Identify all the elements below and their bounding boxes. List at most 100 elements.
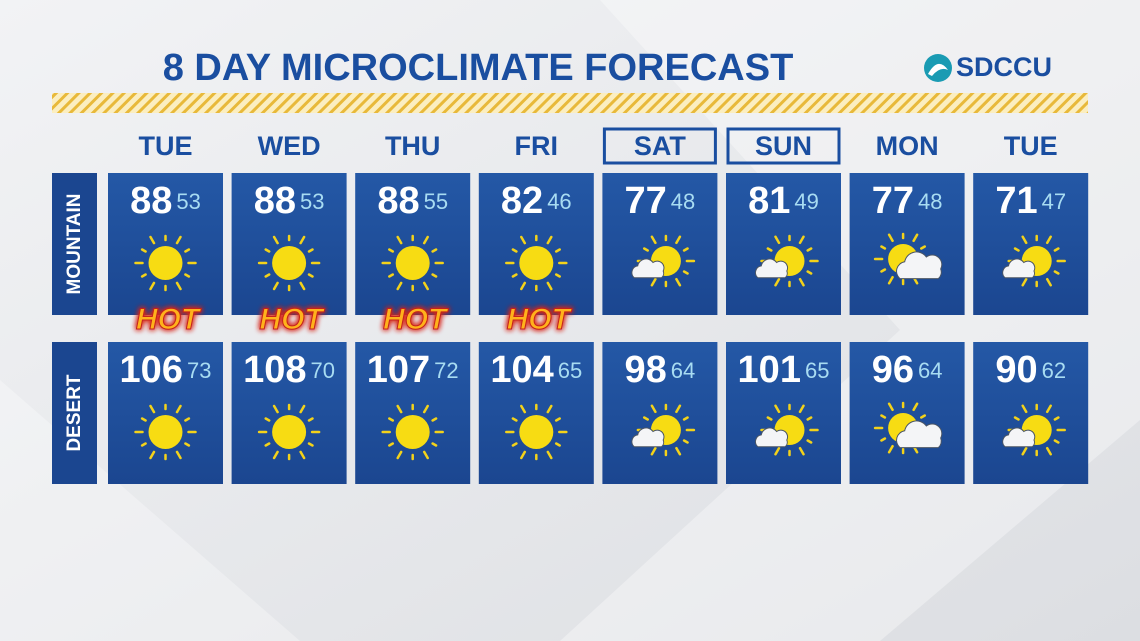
cloud (1002, 427, 1036, 448)
title: 8 DAY MICROCLIMATE FORECAST (163, 47, 794, 89)
temps: 96 64 (872, 349, 943, 391)
sun-ray (388, 248, 395, 253)
sun-ray (140, 442, 147, 447)
sun-ray (774, 277, 781, 287)
forecast-cell (849, 342, 965, 484)
sun-ray (798, 446, 805, 456)
sun-ray (798, 235, 805, 245)
row-label-box (52, 342, 97, 484)
temps: 82 46 (501, 180, 572, 222)
sun-ray (431, 273, 438, 278)
sun-ray (650, 404, 657, 414)
sun-ray (307, 417, 314, 422)
low-temp: 62 (1042, 358, 1066, 383)
day-label: SAT (634, 131, 687, 161)
forecast-cell (726, 342, 841, 484)
sun-ray (798, 404, 805, 414)
sun-icon (134, 234, 197, 292)
sun-ray (520, 404, 527, 414)
temps: 101 65 (738, 349, 830, 391)
sun-ray (272, 450, 279, 460)
sun-ray (887, 444, 894, 454)
forecast-cell (602, 173, 718, 315)
high-temp: 77 (872, 180, 914, 222)
sun-ray (264, 417, 271, 422)
cloud (631, 258, 665, 279)
sun-icon (381, 234, 444, 292)
sun-ray (272, 404, 279, 414)
cloud-icon (755, 427, 789, 448)
sun-disc (395, 246, 430, 280)
sun-ray (546, 404, 553, 414)
day-label: TUE (139, 131, 193, 161)
sun-ray (1013, 416, 1020, 421)
sun-ray (880, 414, 887, 419)
forecast-cell (355, 173, 471, 315)
sun-ray (675, 446, 682, 456)
sun-ray (546, 281, 553, 291)
sun-ray (396, 404, 403, 414)
sun-ray (650, 446, 657, 456)
high-temp: 88 (377, 180, 419, 222)
temps: 88 53 (254, 180, 325, 222)
low-temp: 70 (311, 358, 335, 383)
sun-ray (175, 450, 182, 460)
sun-ray (299, 450, 306, 460)
sun-ray (1021, 446, 1028, 456)
hot-label: HOT (136, 303, 202, 336)
sun-ray (1053, 439, 1060, 444)
sun-ray (1021, 235, 1028, 245)
low-temp: 64 (671, 358, 695, 383)
sun-ray (880, 437, 887, 442)
sun-ray (396, 281, 403, 291)
hot-label: HOT (383, 303, 449, 336)
sun-ray (431, 442, 438, 447)
day-label: THU (385, 131, 441, 161)
day-outline (602, 127, 717, 165)
sun-ray (1045, 404, 1052, 414)
cloud-icon (896, 420, 943, 449)
sun-disc (272, 246, 307, 280)
sun-ray (520, 235, 527, 245)
sun-ray (650, 277, 657, 287)
sun-ray (422, 281, 429, 291)
temps: 106 73 (120, 349, 212, 391)
sun-ray (184, 273, 191, 278)
sun-disc (395, 415, 430, 449)
temps: 98 64 (625, 349, 696, 391)
sun-ray (642, 416, 649, 421)
sun-icon (257, 403, 321, 461)
sun-icon (1007, 403, 1066, 457)
temps: 77 48 (625, 180, 696, 222)
sun-ray (422, 235, 429, 245)
sun-ray (388, 417, 395, 422)
sun-ray (149, 281, 156, 291)
low-temp: 64 (918, 358, 942, 383)
cloud (1002, 258, 1036, 279)
temps: 81 49 (748, 180, 819, 222)
sun-ray (806, 439, 813, 444)
sun-ray (887, 275, 894, 285)
high-temp: 101 (738, 349, 801, 391)
sun-ray (422, 450, 429, 460)
sun-ray (806, 416, 813, 421)
sun-ray (149, 404, 156, 414)
sun-disc (519, 415, 554, 449)
sun-ray (682, 247, 689, 252)
sun-ray (774, 235, 781, 245)
sun-ray (682, 439, 689, 444)
high-temp: 106 (120, 349, 183, 391)
row-label: DESERT (64, 374, 85, 451)
low-temp: 46 (547, 189, 571, 214)
sun-ray (546, 450, 553, 460)
forecast-cell (973, 173, 1089, 315)
sun-disc (272, 415, 307, 449)
sun-ray (272, 235, 279, 245)
sun-ray (682, 416, 689, 421)
sun-ray (766, 416, 773, 421)
sun-ray (554, 417, 561, 422)
high-temp: 88 (254, 180, 296, 222)
sun-ray (912, 402, 919, 412)
